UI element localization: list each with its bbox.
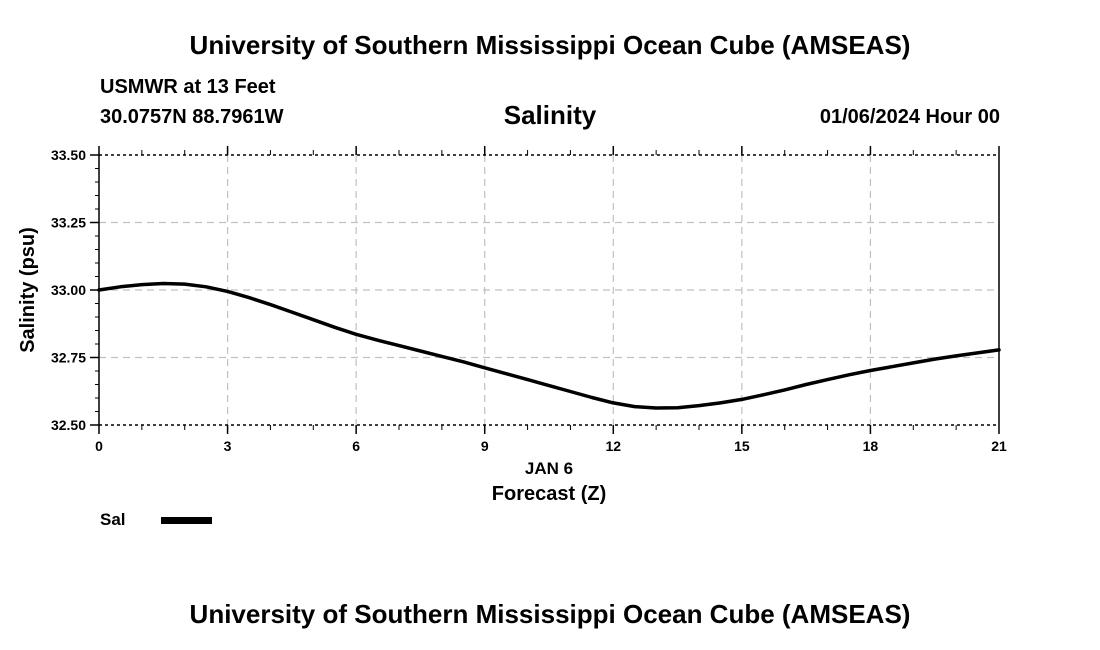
y-tick-label: 32.75 <box>51 350 86 366</box>
station-label: USMWR at 13 Feet <box>100 76 276 98</box>
x-tick-label: 18 <box>863 438 879 454</box>
x-date-label: JAN 6 <box>525 459 573 478</box>
y-axis-label: Salinity (psu) <box>17 227 39 353</box>
x-tick-label: 21 <box>991 438 1007 454</box>
x-tick-label: 3 <box>224 438 232 454</box>
legend-swatch <box>161 517 212 524</box>
station-coordinates: 30.0757N 88.7961W <box>100 106 284 128</box>
x-tick-label: 9 <box>481 438 489 454</box>
y-tick-label: 33.00 <box>51 282 86 298</box>
x-tick-label: 6 <box>352 438 360 454</box>
x-tick-label: 0 <box>95 438 103 454</box>
footer-title: University of Southern Mississippi Ocean… <box>189 599 911 629</box>
parameter-title: Salinity <box>503 100 597 130</box>
x-axis-label: Forecast (Z) <box>492 483 606 505</box>
y-tick-label: 33.50 <box>51 147 86 163</box>
chart-title: University of Southern Mississippi Ocean… <box>189 30 911 60</box>
y-tick-label: 33.25 <box>51 215 86 231</box>
series-line-sal <box>97 281 1001 410</box>
legend-label: Sal <box>100 510 126 529</box>
y-tick-label: 32.50 <box>51 417 86 433</box>
forecast-datetime: 01/06/2024 Hour 00 <box>819 106 1000 128</box>
x-tick-label: 12 <box>605 438 621 454</box>
x-tick-label: 15 <box>734 438 750 454</box>
